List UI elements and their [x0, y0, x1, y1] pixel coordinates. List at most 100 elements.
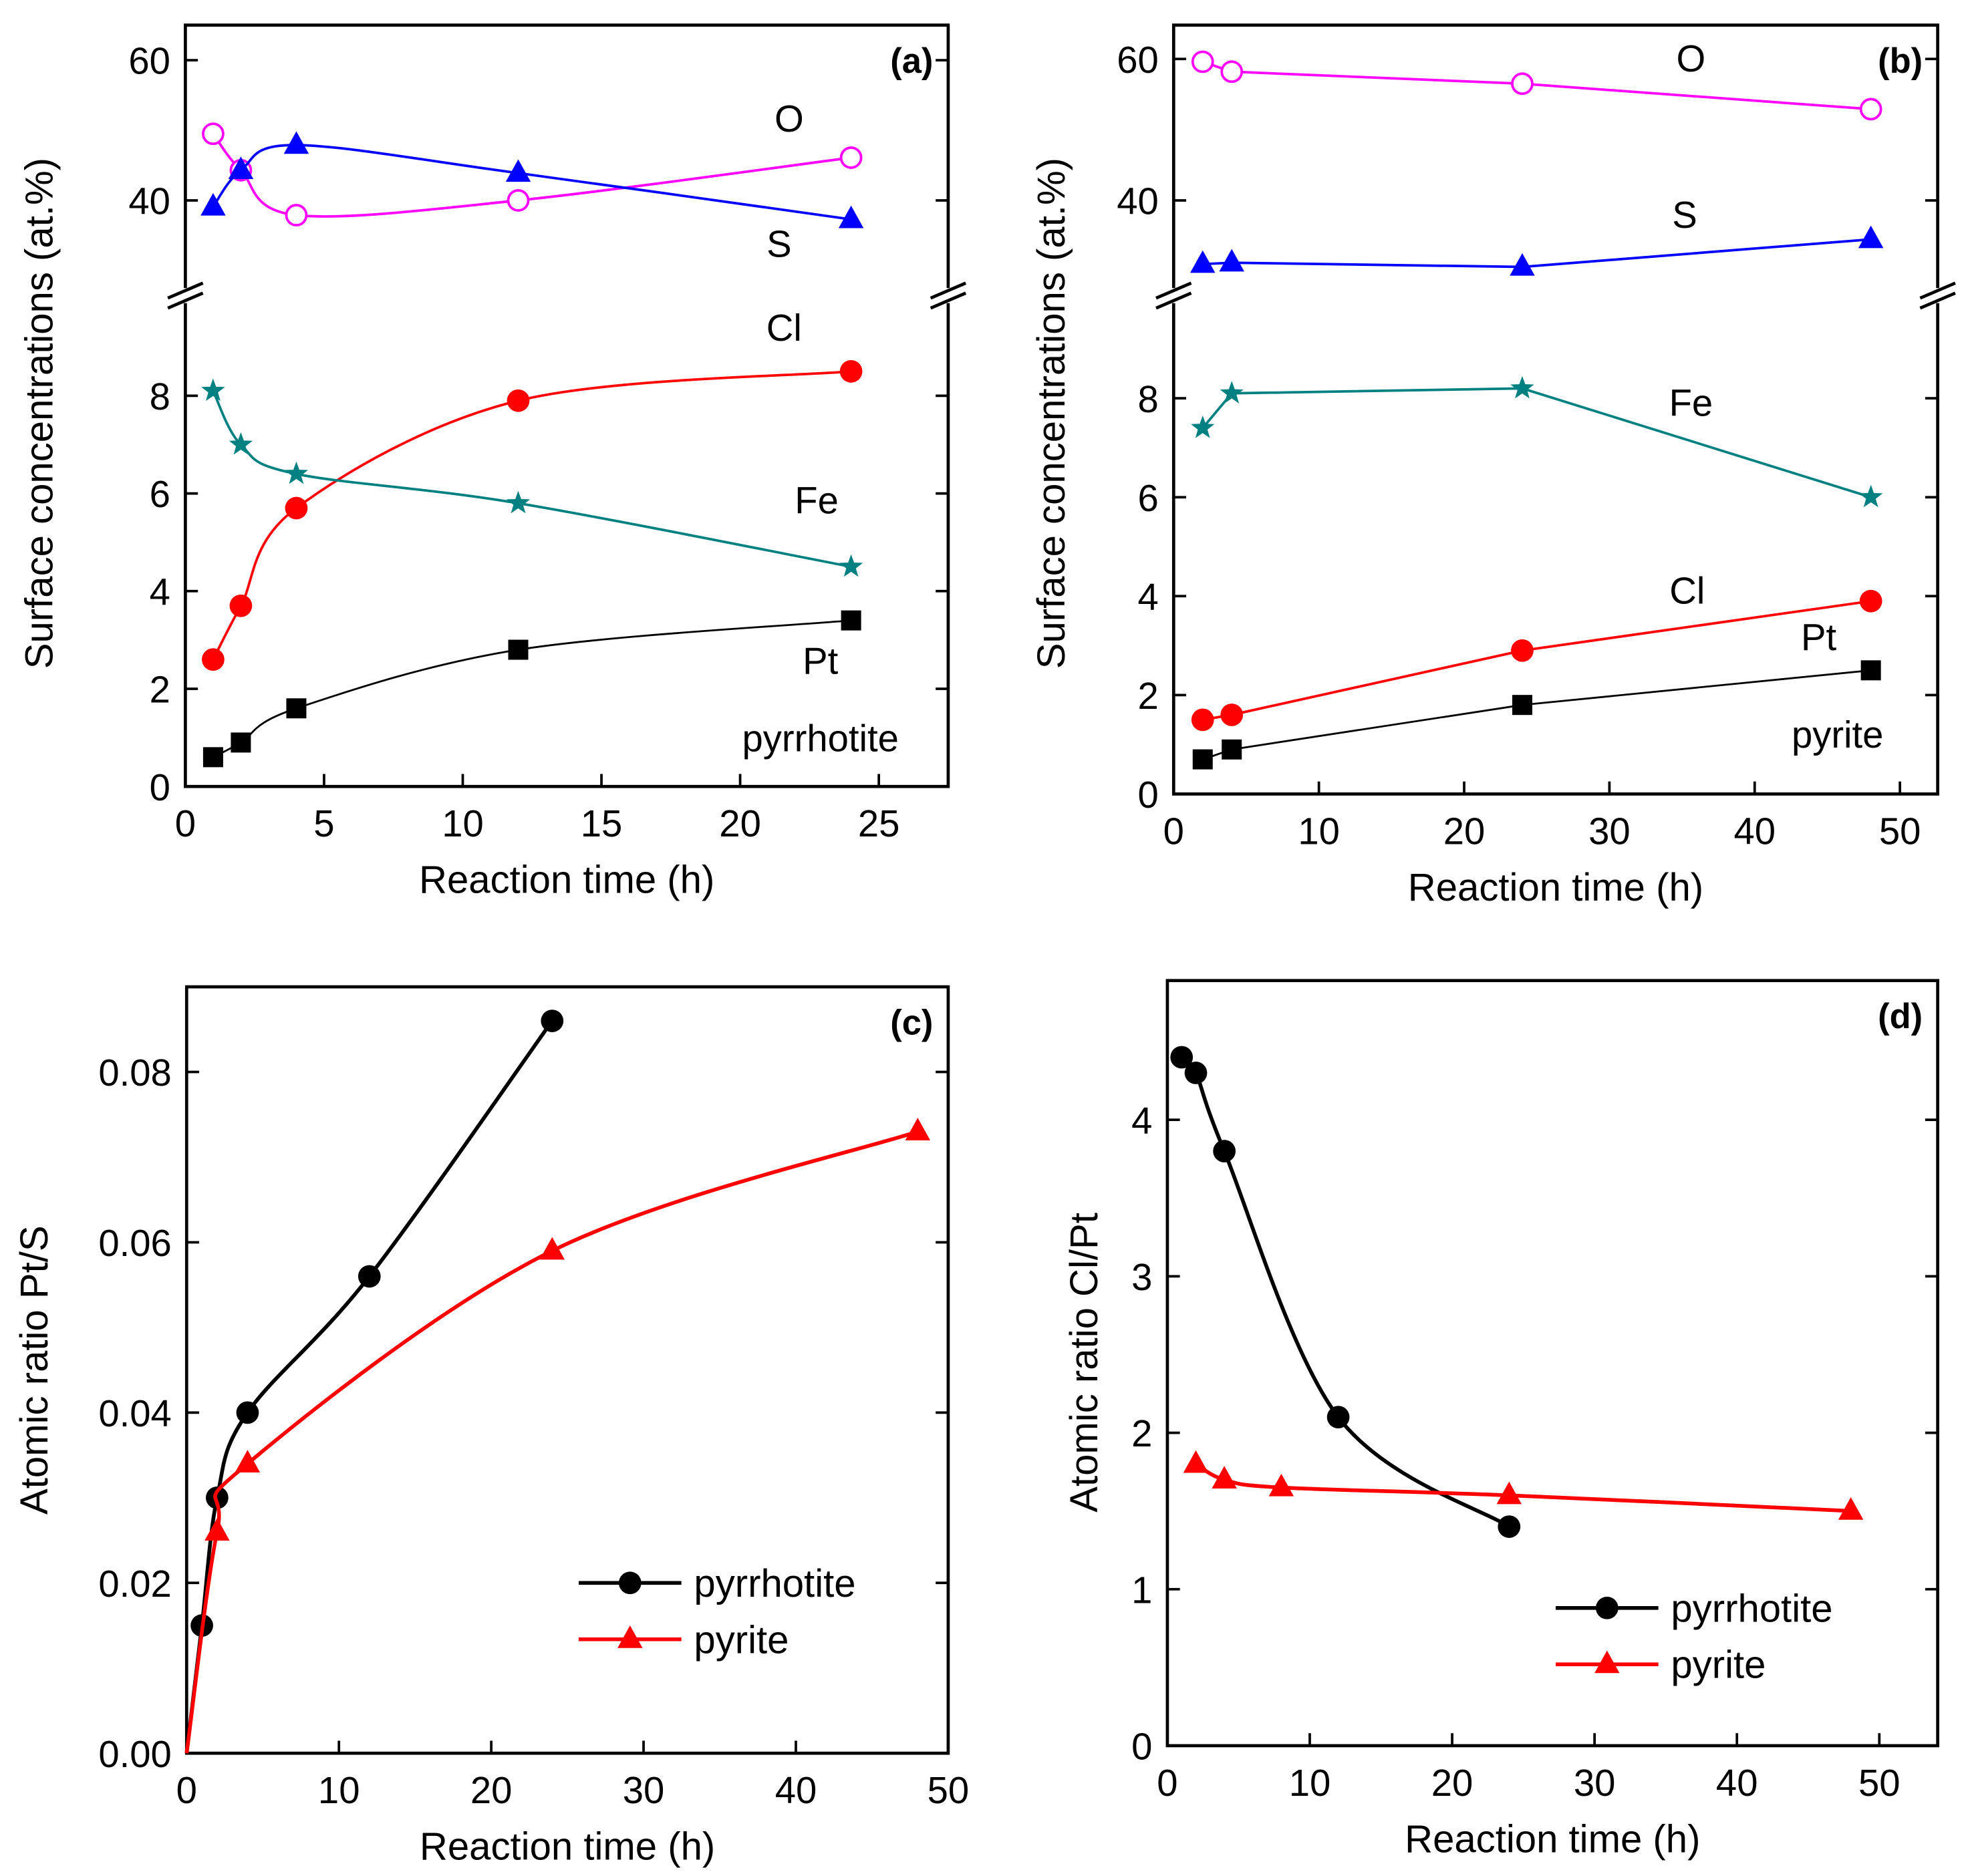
- axis-break-mark: [167, 291, 204, 310]
- x-tick-label: 10: [318, 1769, 360, 1811]
- y-tick-label: 0.02: [98, 1563, 171, 1605]
- marker-circle: [285, 496, 308, 520]
- marker-square: [841, 610, 861, 631]
- x-tick-label: 0: [176, 1769, 197, 1811]
- annotation-label: Fe: [1669, 381, 1713, 424]
- series-line-pyrite: [184, 1130, 919, 1754]
- marker-triangle: [1510, 253, 1535, 276]
- y-tick-label: 2: [1138, 675, 1159, 717]
- series-line-O: [1202, 60, 1871, 111]
- plot-frame: [1165, 979, 1939, 1748]
- legend-label: pyrrhotite: [1671, 1587, 1832, 1630]
- marker-triangle: [905, 1118, 931, 1140]
- marker-star: [1858, 484, 1883, 508]
- x-axis-label: Reaction time (h): [1405, 1817, 1700, 1861]
- marker-triangle: [1496, 1481, 1522, 1505]
- plot-frame: [184, 23, 950, 788]
- marker-circle: [1184, 1062, 1208, 1084]
- annotation-label: O: [775, 98, 804, 140]
- x-tick-label: 10: [1298, 810, 1340, 852]
- x-tick-label: 40: [775, 1769, 817, 1811]
- marker-circle: [507, 389, 530, 412]
- axis-break-mark: [167, 281, 204, 300]
- marker-square: [202, 747, 223, 768]
- y-tick-label: 6: [150, 473, 170, 515]
- marker-star: [1510, 375, 1534, 399]
- marker-star: [1191, 416, 1215, 438]
- marker-open-circle: [839, 146, 863, 169]
- marker-open-circle: [1511, 72, 1534, 96]
- y-tick-label: 6: [1138, 477, 1159, 519]
- y-tick-label: 40: [1117, 180, 1159, 222]
- y-tick-label: 4: [150, 571, 170, 613]
- marker-star: [506, 490, 531, 514]
- plot-frame: [184, 985, 950, 1755]
- y-tick-label: 0.08: [98, 1052, 171, 1094]
- marker-square: [1512, 695, 1532, 716]
- marker-circle: [1498, 1515, 1521, 1538]
- marker-triangle: [200, 192, 226, 216]
- x-tick-label: 20: [470, 1769, 513, 1811]
- legend-label: pyrrhotite: [694, 1562, 855, 1605]
- marker-circle: [839, 359, 863, 383]
- panel-label: (b): [1878, 41, 1923, 81]
- marker-open-circle: [507, 189, 530, 212]
- annotation-label: Fe: [795, 480, 839, 522]
- x-tick-label: 50: [1879, 810, 1921, 852]
- series-line-pyrrhotite: [184, 1020, 554, 1754]
- series-line-pyrite: [1195, 1462, 1851, 1513]
- marker-circle: [1191, 708, 1214, 732]
- x-tick-label: 10: [1289, 1762, 1331, 1804]
- marker-open-circle: [285, 204, 308, 226]
- marker-circle: [1213, 1140, 1236, 1162]
- marker-triangle: [1268, 1473, 1294, 1497]
- series-line-Cl: [212, 369, 851, 661]
- y-axis-label: Atomic ratio Pt/S: [13, 1225, 56, 1515]
- marker-star: [839, 554, 863, 577]
- y-axis-label: Atomic ratio Cl/Pt: [1063, 1213, 1106, 1513]
- marker-circle: [1220, 704, 1244, 726]
- marker-triangle: [1838, 1497, 1864, 1520]
- marker-triangle: [1190, 250, 1216, 273]
- series-line-Cl: [1202, 599, 1871, 722]
- annotation-label: pyrite: [1792, 714, 1883, 756]
- x-tick-label: 10: [442, 802, 484, 844]
- x-tick-label: 30: [623, 1769, 665, 1811]
- marker-circle: [202, 648, 225, 671]
- y-tick-label: 2: [1131, 1412, 1152, 1454]
- x-axis-label: Reaction time (h): [419, 858, 714, 902]
- y-tick-label: 40: [128, 180, 170, 222]
- x-tick-label: 50: [928, 1769, 970, 1811]
- y-tick-label: 2: [150, 669, 170, 711]
- marker-open-circle: [202, 122, 225, 146]
- series-line-S: [1202, 238, 1871, 269]
- annotation-label: S: [1672, 194, 1697, 236]
- marker-circle: [1511, 639, 1534, 662]
- y-tick-label: 0.06: [98, 1222, 171, 1264]
- marker-square: [231, 732, 251, 753]
- panel-label: (c): [890, 1003, 933, 1042]
- y-axis-label: Surface concentrations (at.%): [18, 158, 61, 669]
- y-tick-label: 3: [1131, 1256, 1152, 1298]
- x-tick-label: 15: [581, 802, 623, 844]
- marker-triangle: [539, 1237, 565, 1260]
- y-tick-label: 0.04: [98, 1392, 171, 1434]
- marker-open-circle: [1220, 60, 1244, 84]
- x-tick-label: 20: [1431, 1762, 1474, 1804]
- marker-circle: [1170, 1046, 1194, 1069]
- x-tick-label: 20: [719, 802, 761, 844]
- panel-d: 0 10 20 30 40 50 0 1 2 3 4 Reaction time (h) Atomic …: [1063, 979, 1939, 1861]
- series-line-Pt: [1202, 669, 1871, 760]
- x-axis-label: Reaction time (h): [1408, 866, 1703, 909]
- marker-star: [229, 432, 253, 455]
- y-tick-label: 0: [150, 766, 170, 808]
- y-tick-label: 8: [1138, 378, 1159, 420]
- x-tick-label: 30: [1574, 1762, 1616, 1804]
- y-tick-label: 4: [1131, 1100, 1152, 1142]
- marker-triangle: [204, 1518, 230, 1541]
- annotation-label: Pt: [1801, 616, 1836, 658]
- marker-circle: [618, 1571, 642, 1595]
- y-tick-label: 4: [1138, 576, 1159, 618]
- marker-open-circle: [1859, 98, 1882, 121]
